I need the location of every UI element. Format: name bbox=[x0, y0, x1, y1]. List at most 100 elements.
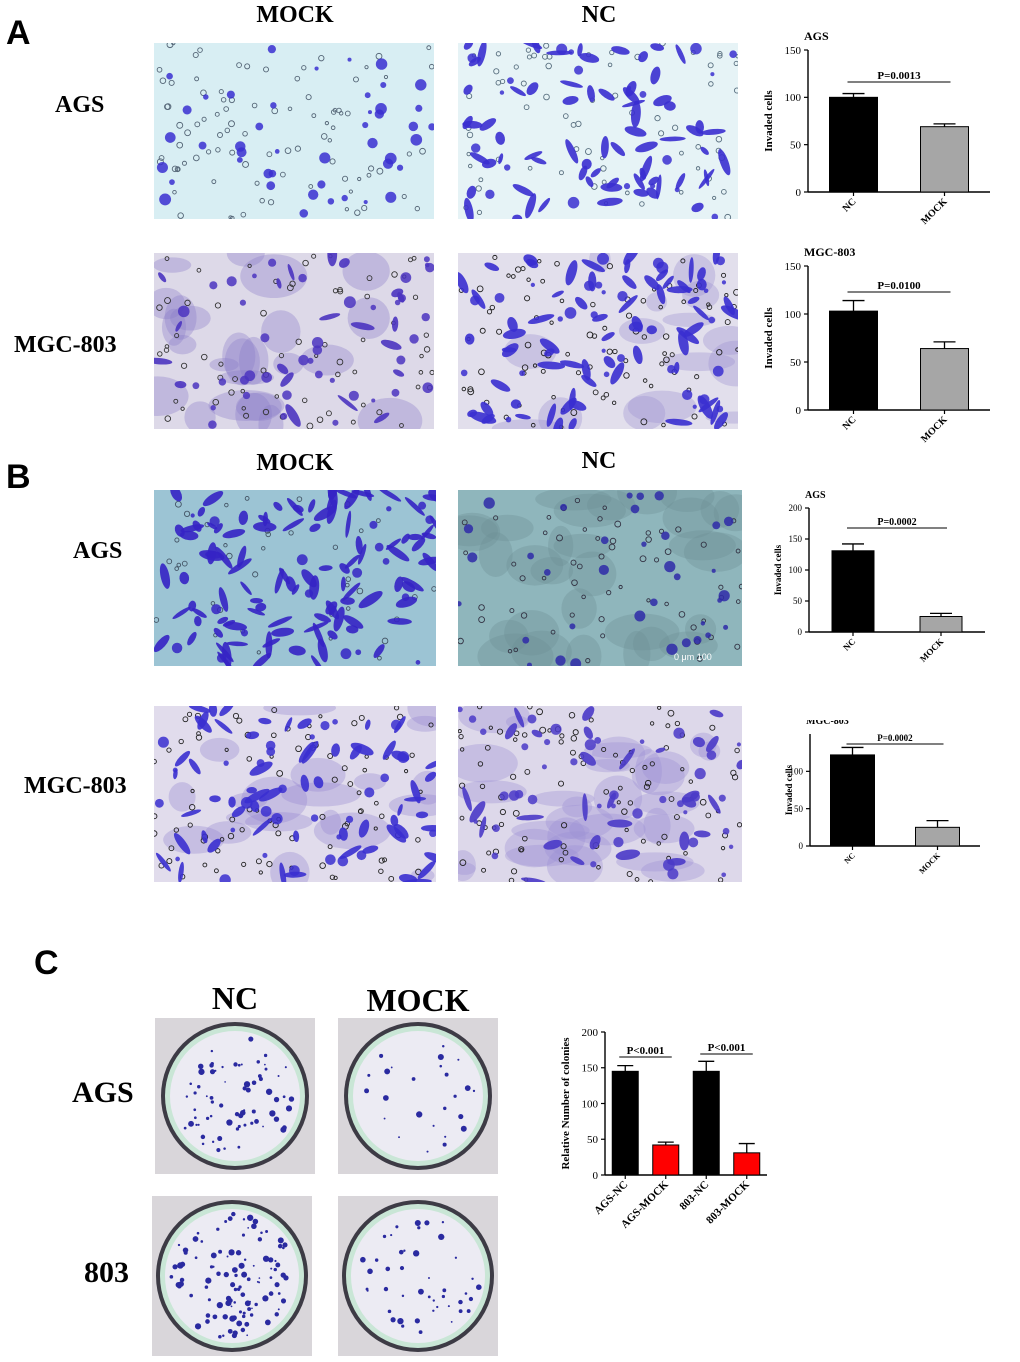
colony bbox=[179, 1261, 186, 1267]
stained-cell bbox=[650, 66, 661, 85]
colony-plate-803-nc-svg bbox=[152, 1196, 312, 1356]
x-tick-label: AGS-NC bbox=[592, 1179, 630, 1217]
stained-cell bbox=[633, 188, 649, 197]
membrane-pore bbox=[396, 713, 404, 721]
membrane-pore bbox=[374, 800, 379, 806]
membrane-pore bbox=[571, 579, 578, 587]
membrane-pore bbox=[274, 394, 280, 399]
membrane-pore bbox=[617, 785, 623, 791]
stained-cell bbox=[494, 292, 505, 303]
stained-cell bbox=[663, 101, 676, 111]
colony bbox=[195, 1123, 198, 1126]
colony bbox=[457, 1058, 460, 1061]
colony bbox=[200, 1240, 204, 1243]
membrane-pore bbox=[532, 363, 538, 368]
membrane-pore bbox=[319, 813, 326, 820]
stained-cell bbox=[218, 587, 229, 612]
stained-cell bbox=[347, 57, 352, 62]
p-value-label: P=0.0013 bbox=[877, 70, 921, 82]
stained-cell bbox=[592, 313, 608, 322]
bg-blotch bbox=[592, 736, 646, 772]
membrane-pore bbox=[196, 731, 201, 736]
stained-cell bbox=[277, 363, 289, 375]
stained-cell bbox=[310, 655, 324, 666]
x-tick-label: MOCK bbox=[917, 851, 942, 876]
bg-blotch bbox=[281, 782, 361, 807]
bg-blotch bbox=[320, 809, 342, 835]
bg-blotch bbox=[154, 287, 185, 320]
stained-cell bbox=[351, 490, 375, 498]
membrane-pore bbox=[477, 761, 484, 767]
p-value-label: P=0.0100 bbox=[877, 280, 921, 292]
stained-cell bbox=[622, 87, 640, 104]
membrane-pore bbox=[305, 94, 312, 101]
bg-blotch bbox=[584, 742, 652, 759]
membrane-pore bbox=[236, 717, 243, 724]
stained-cell bbox=[677, 800, 684, 808]
colony bbox=[258, 1077, 263, 1082]
stained-cell bbox=[667, 857, 686, 866]
colony bbox=[411, 1077, 416, 1081]
bar-803-nc bbox=[692, 1070, 720, 1176]
colony bbox=[241, 1271, 248, 1278]
bg-blotch bbox=[545, 804, 614, 840]
bg-blotch bbox=[208, 390, 285, 421]
membrane-pore bbox=[724, 213, 732, 219]
stained-cell bbox=[644, 275, 660, 290]
membrane-pore bbox=[549, 320, 554, 325]
stained-cell bbox=[633, 173, 645, 191]
stained-cell bbox=[255, 122, 264, 131]
membrane-pore bbox=[520, 612, 528, 619]
stained-cell bbox=[601, 348, 606, 353]
membrane-pore bbox=[678, 611, 686, 618]
stained-cell bbox=[527, 794, 538, 805]
stained-cell bbox=[471, 289, 486, 309]
membrane-pore bbox=[364, 65, 369, 70]
membrane-pore bbox=[197, 47, 203, 53]
panel-letter-c: C bbox=[34, 944, 59, 982]
membrane-pore bbox=[576, 563, 583, 570]
micrograph-a-mgc-nc bbox=[458, 253, 738, 429]
membrane-pore bbox=[423, 346, 431, 353]
membrane-pore bbox=[247, 263, 252, 269]
stained-cell bbox=[386, 506, 392, 512]
membrane-pore bbox=[724, 319, 731, 326]
colony bbox=[383, 1095, 389, 1101]
stained-cell bbox=[355, 649, 362, 656]
stained-cell bbox=[231, 806, 246, 818]
stained-cell bbox=[203, 94, 209, 100]
stained-cell bbox=[543, 569, 551, 576]
colony bbox=[175, 1281, 182, 1288]
stained-cell bbox=[245, 731, 260, 740]
colony bbox=[188, 1120, 194, 1127]
stained-cell bbox=[332, 419, 339, 426]
membrane-pore bbox=[256, 650, 261, 655]
colony bbox=[416, 1111, 423, 1118]
stained-cell bbox=[344, 554, 360, 569]
stained-cell bbox=[194, 616, 202, 627]
membrane-pore bbox=[712, 195, 717, 201]
bg-blotch bbox=[683, 532, 742, 572]
membrane-pore bbox=[639, 201, 645, 207]
membrane-pore bbox=[663, 356, 670, 364]
chart-title: MGC-803 bbox=[806, 720, 849, 727]
membrane-pore bbox=[393, 706, 400, 711]
colony bbox=[444, 1072, 449, 1077]
stained-cell bbox=[155, 852, 171, 872]
bg-blotch bbox=[641, 751, 690, 784]
membrane-pore bbox=[164, 103, 171, 110]
membrane-pore bbox=[217, 132, 223, 139]
membrane-pore bbox=[318, 55, 325, 62]
stained-cell bbox=[659, 795, 667, 804]
stained-cell bbox=[396, 355, 406, 365]
colony bbox=[401, 1294, 405, 1298]
chart-title: MGC-803 bbox=[804, 248, 855, 259]
colony bbox=[211, 1140, 215, 1143]
stained-cell bbox=[415, 104, 423, 112]
membrane-pore bbox=[718, 584, 724, 590]
colony bbox=[418, 1330, 423, 1335]
stained-cell bbox=[641, 541, 647, 547]
bg-blotch bbox=[199, 737, 240, 762]
stained-cell bbox=[222, 528, 246, 539]
membrane-pore bbox=[644, 779, 652, 787]
